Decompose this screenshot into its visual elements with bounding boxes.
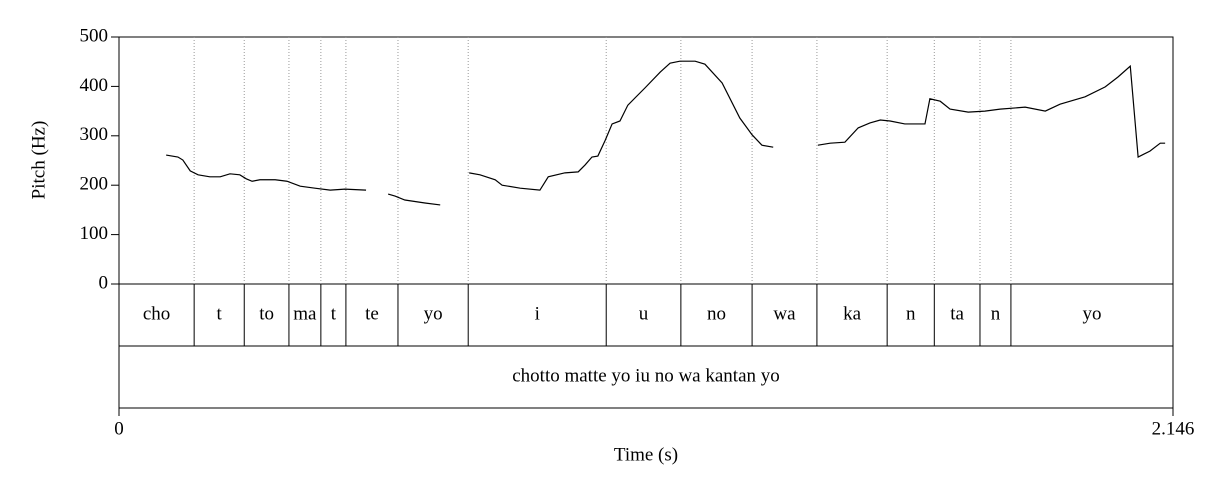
y-tick-label: 100 <box>80 223 109 244</box>
tier-label: t <box>217 303 223 324</box>
y-tick-label: 300 <box>80 124 109 145</box>
pitch-line <box>166 60 1166 206</box>
y-tick-label: 400 <box>80 75 109 96</box>
tier-label: n <box>906 303 916 324</box>
tier-label: cho <box>143 303 170 324</box>
tier-label: yo <box>1082 303 1101 324</box>
tier-label: to <box>259 303 274 324</box>
tier-label: ka <box>843 303 862 324</box>
tier-label: te <box>365 303 379 324</box>
tier-label: t <box>331 303 337 324</box>
tier-label: ma <box>293 303 317 324</box>
tier-label: no <box>707 303 726 324</box>
y-tick-label: 0 <box>99 272 109 293</box>
tier-label: ta <box>950 303 964 324</box>
x-axis-label: Time (s) <box>614 444 678 465</box>
y-tick-label: 500 <box>80 25 109 46</box>
tier-label: u <box>639 303 649 324</box>
x-tick-label: 2.146 <box>1152 418 1195 439</box>
tier-label: i <box>535 303 540 324</box>
tier-label: n <box>991 303 1001 324</box>
tier-label: chotto matte yo iu no wa kantan yo <box>512 365 780 386</box>
x-tick-label: 0 <box>114 418 124 439</box>
y-tick-label: 200 <box>80 174 109 195</box>
plot-frame <box>118 36 1174 409</box>
tier-label: wa <box>773 303 796 324</box>
y-axis-label: Pitch (Hz) <box>28 121 49 200</box>
tier-label: yo <box>424 303 443 324</box>
